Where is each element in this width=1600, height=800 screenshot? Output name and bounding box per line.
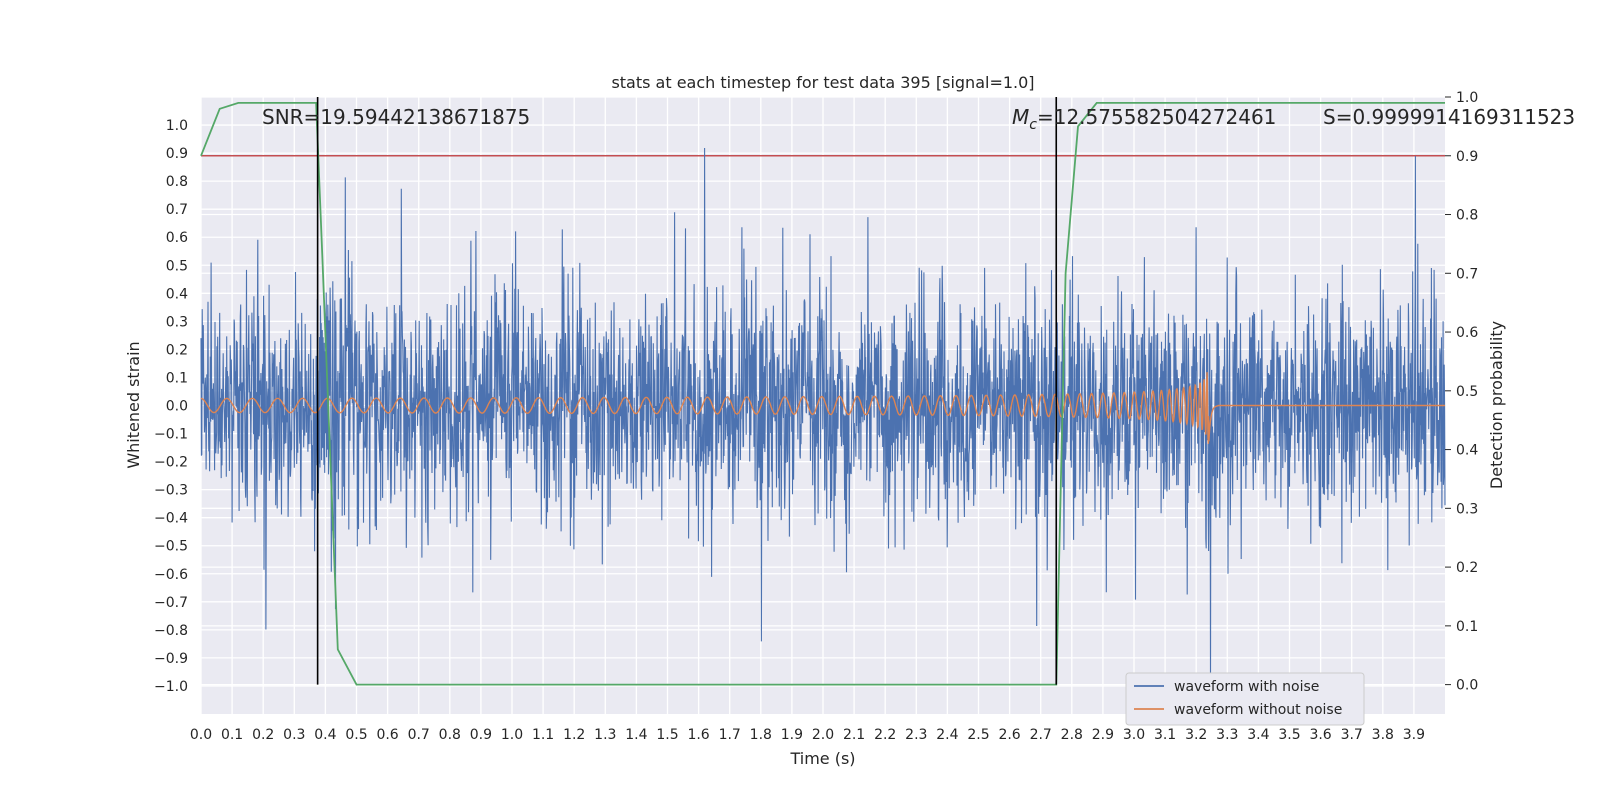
x-tick-label: 0.1 (221, 727, 243, 743)
y-tick-label: 0.0 (166, 399, 188, 415)
y-tick-label: 1.0 (166, 118, 188, 134)
x-tick-label: 1.4 (625, 727, 647, 743)
y-tick-label: 0.4 (166, 286, 188, 302)
s-annotation: S=0.9999914169311523 (1323, 105, 1575, 129)
x-tick-label: 1.9 (781, 727, 803, 743)
x-tick-label: 3.7 (1341, 727, 1363, 743)
y-right-ticks: 1.0 0.9 0.8 0.7 0.6 0.5 0.4 0.3 0.2 0.1 0.0 (1445, 90, 1478, 694)
y-tick-label: −0.1 (154, 427, 188, 443)
y-tick-label: 0.9 (166, 146, 188, 162)
x-tick-label: 2.0 (812, 727, 834, 743)
y-axis-label: Whitened strain (124, 341, 143, 468)
series-waveform-without-noise (201, 372, 1445, 444)
x-tick-label: 2.5 (967, 727, 989, 743)
x-axis-label: Time (s) (789, 749, 855, 768)
snr-annotation: SNR=19.59442138671875 (262, 105, 530, 129)
mc-value: =12.575582504272461 (1037, 105, 1276, 129)
x-tick-label: 0.5 (345, 727, 367, 743)
x-tick-label: 1.5 (656, 727, 678, 743)
legend-label-clean: waveform without noise (1174, 702, 1342, 718)
x-tick-label: 2.4 (936, 727, 958, 743)
x-tick-label: 2.7 (1030, 727, 1052, 743)
x-tick-label: 2.1 (843, 727, 865, 743)
x-tick-label: 1.0 (501, 727, 523, 743)
x-tick-label: 1.3 (594, 727, 616, 743)
y-tick-label: 0.1 (166, 370, 188, 386)
y-right-tick-label: 0.7 (1456, 266, 1478, 282)
y-right-tick-label: 0.5 (1456, 384, 1478, 400)
y-tick-label: −0.6 (154, 567, 188, 583)
x-tick-label: 0.6 (376, 727, 398, 743)
y-tick-label: −0.4 (154, 511, 188, 527)
x-ticks: 0.0 0.1 0.2 0.3 0.4 0.5 0.6 0.7 0.8 0.9 1.0 1.1 1.2 1… (190, 727, 1425, 743)
series-waveform-with-noise (200, 147, 1446, 687)
y-right-tick-label: 0.0 (1456, 678, 1478, 694)
y-right-tick-label: 0.6 (1456, 325, 1478, 341)
x-tick-label: 2.3 (905, 727, 927, 743)
y-right-tick-label: 0.1 (1456, 619, 1478, 635)
x-tick-label: 1.1 (532, 727, 554, 743)
x-tick-label: 3.9 (1403, 727, 1425, 743)
x-tick-label: 0.2 (252, 727, 274, 743)
y-right-tick-label: 0.3 (1456, 501, 1478, 517)
y-tick-label: 0.6 (166, 230, 188, 246)
legend: waveform with noise waveform without noi… (1125, 672, 1365, 726)
y-right-axis-label: Detection probability (1487, 321, 1506, 489)
mc-subscript: c (1029, 117, 1037, 133)
y-tick-label: 0.7 (166, 202, 188, 218)
x-tick-label: 2.2 (874, 727, 896, 743)
y-right-tick-label: 0.9 (1456, 149, 1478, 165)
y-tick-label: −0.3 (154, 483, 188, 499)
x-tick-label: 2.8 (1061, 727, 1083, 743)
mc-symbol: M (1012, 105, 1029, 129)
vertical-markers (316, 97, 1058, 685)
y-tick-label: −0.8 (154, 623, 188, 639)
legend-label-noise: waveform with noise (1174, 679, 1319, 695)
x-tick-label: 2.6 (998, 727, 1020, 743)
x-tick-label: 1.2 (563, 727, 585, 743)
x-tick-label: 0.4 (314, 727, 336, 743)
x-tick-label: 3.4 (1247, 727, 1269, 743)
x-tick-label: 3.0 (1123, 727, 1145, 743)
x-tick-label: 0.3 (283, 727, 305, 743)
y-right-tick-label: 0.4 (1456, 443, 1478, 459)
y-right-tick-label: 0.2 (1456, 560, 1478, 576)
y-tick-label: 0.8 (166, 174, 188, 190)
x-tick-label: 3.2 (1185, 727, 1207, 743)
mc-annotation: Mc=12.575582504272461 (1012, 105, 1276, 133)
y-tick-label: 0.3 (166, 314, 188, 330)
x-tick-label: 3.6 (1309, 727, 1331, 743)
series-detection-probability (200, 102, 1445, 686)
x-tick-label: 0.9 (470, 727, 492, 743)
y-tick-label: −0.2 (154, 455, 188, 471)
x-tick-label: 3.8 (1372, 727, 1394, 743)
x-tick-label: 1.8 (750, 727, 772, 743)
y-right-tick-label: 1.0 (1456, 90, 1478, 106)
x-tick-label: 1.6 (687, 727, 709, 743)
y-tick-label: 0.5 (166, 258, 188, 274)
y-tick-label: 0.2 (166, 342, 188, 358)
x-tick-label: 1.7 (719, 727, 741, 743)
y-tick-label: −0.7 (154, 595, 188, 611)
legend-box (1125, 672, 1365, 726)
x-tick-label: 2.9 (1092, 727, 1114, 743)
x-tick-label: 3.3 (1216, 727, 1238, 743)
x-tick-label: 0.0 (190, 727, 212, 743)
y-tick-label: −1.0 (154, 679, 188, 695)
x-tick-label: 3.5 (1278, 727, 1300, 743)
plot-area (200, 102, 1446, 687)
y-right-tick-label: 0.8 (1456, 208, 1478, 224)
x-tick-label: 3.1 (1154, 727, 1176, 743)
y-ticks: 1.0 0.9 0.8 0.7 0.6 0.5 0.4 0.3 0.2 0.1 0.0 −0.1 −0.… (154, 118, 188, 695)
x-tick-label: 0.7 (408, 727, 430, 743)
y-tick-label: −0.9 (154, 651, 188, 667)
x-tick-label: 0.8 (439, 727, 461, 743)
chart-title: stats at each timestep for test data 395… (611, 73, 1034, 92)
y-tick-label: −0.5 (154, 539, 188, 555)
